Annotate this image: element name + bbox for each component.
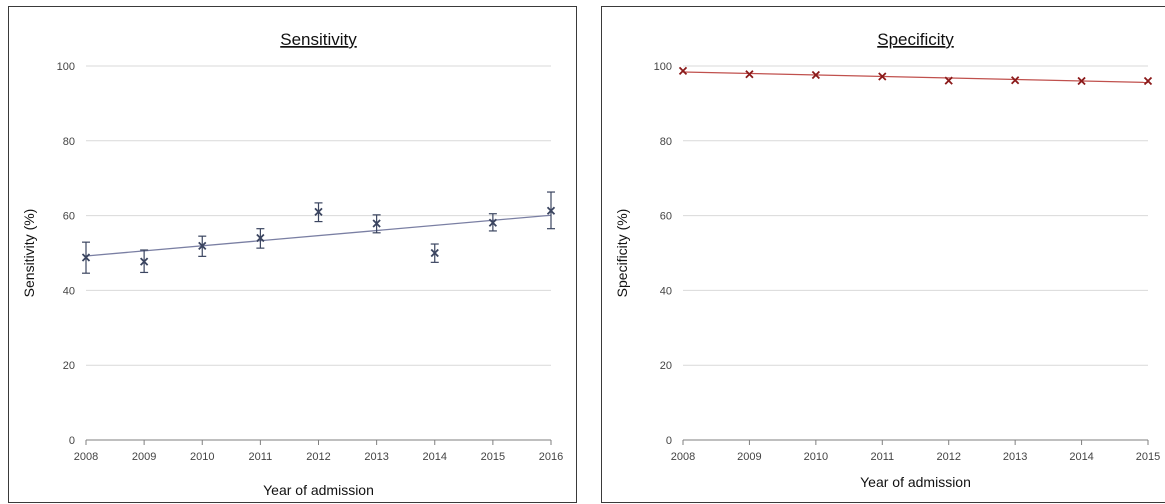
x-tick-label: 2009 [737, 451, 761, 463]
x-tick-label: 2012 [936, 451, 960, 463]
y-axis-title: Specificity (%) [614, 209, 630, 298]
y-axis-title: Sensitivity (%) [21, 209, 37, 298]
y-tick-label: 60 [63, 211, 75, 223]
y-tick-label: 20 [660, 360, 672, 372]
sensitivity-chart-panel: Sensitivity 0 20 40 60 80 100 2008 2009 2010 2011 2… [8, 6, 577, 503]
chart-title: Specificity [877, 30, 954, 49]
x-tick-label: 2013 [1003, 451, 1027, 463]
data-point [745, 70, 754, 79]
x-tick-label: 2008 [74, 451, 98, 463]
y-tick-label: 40 [63, 285, 75, 297]
x-tick-label: 2014 [423, 451, 447, 463]
x-tick-label: 2008 [671, 451, 695, 463]
specificity-chart: Specificity 0 20 40 60 80 100 2008 2009 2010 2011 2… [614, 30, 1160, 490]
y-tick-label: 20 [63, 360, 75, 372]
x-axis-title: Year of admission [860, 474, 971, 490]
x-tick-label: 2016 [539, 451, 563, 463]
x-tick-label: 2011 [249, 451, 273, 463]
data-point [198, 241, 207, 251]
sensitivity-chart: Sensitivity 0 20 40 60 80 100 2008 2009 2010 2011 2… [21, 30, 563, 498]
data-point [1143, 76, 1153, 86]
x-tick-label: 2010 [190, 451, 214, 463]
data-point [372, 219, 381, 228]
y-tick-label: 0 [69, 435, 75, 447]
data-point [488, 218, 498, 227]
x-axis-title: Year of admission [263, 482, 374, 498]
trendline [682, 71, 1149, 84]
y-tick-label: 0 [666, 435, 672, 447]
data-point [81, 253, 91, 262]
data-point [314, 207, 323, 216]
y-tick-label: 80 [63, 136, 75, 148]
specificity-chart-panel: Specificity 0 20 40 60 80 100 2008 2009 2010 2011 2… [601, 6, 1165, 503]
data-point [811, 70, 820, 80]
data-point [546, 206, 556, 215]
y-tick-label: 100 [57, 61, 75, 73]
x-tick-label: 2012 [306, 451, 330, 463]
data-point [878, 72, 887, 81]
x-tick-label: 2010 [804, 451, 828, 463]
y-tick-label: 40 [660, 285, 672, 297]
chart-title: Sensitivity [280, 30, 357, 49]
data-point [430, 248, 439, 258]
data-point [1077, 76, 1086, 86]
x-tick-label: 2009 [132, 451, 156, 463]
data-point [678, 66, 688, 75]
data-point [256, 233, 265, 243]
data-point [1011, 76, 1020, 85]
trendline [85, 214, 552, 257]
y-tick-label: 60 [660, 211, 672, 223]
x-tick-label: 2014 [1069, 451, 1093, 463]
data-point [944, 76, 953, 85]
x-tick-label: 2015 [1136, 451, 1160, 463]
x-tick-label: 2011 [870, 451, 894, 463]
y-tick-label: 80 [660, 136, 672, 148]
x-tick-label: 2013 [364, 451, 388, 463]
x-tick-label: 2015 [481, 451, 505, 463]
data-point [139, 257, 149, 266]
y-tick-label: 100 [654, 61, 672, 73]
